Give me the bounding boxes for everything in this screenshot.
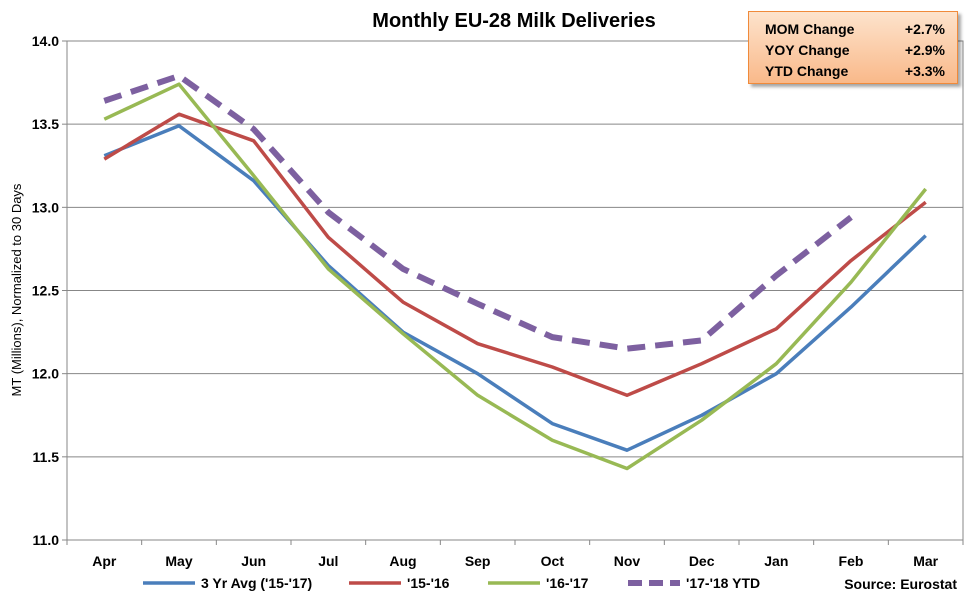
legend-label: 3 Yr Avg ('15-'17) bbox=[201, 575, 312, 591]
y-tick-label: 12.5 bbox=[32, 283, 59, 299]
stat-value: +2.9% bbox=[904, 42, 945, 58]
legend-label: '15-'16 bbox=[407, 575, 450, 591]
source-note: Source: Eurostat bbox=[844, 576, 957, 592]
y-tick-label: 13.5 bbox=[32, 116, 59, 132]
x-tick-label: Mar bbox=[913, 553, 938, 569]
y-tick-label: 14.0 bbox=[32, 33, 59, 49]
chart-title: Monthly EU-28 Milk Deliveries bbox=[372, 10, 655, 32]
stat-row-yoy: YOY Change +2.9% bbox=[765, 40, 945, 61]
series-line bbox=[103, 72, 853, 352]
x-tick-label: Sep bbox=[465, 553, 491, 569]
x-tick-label: May bbox=[165, 553, 192, 569]
y-tick-label: 11.5 bbox=[33, 449, 60, 465]
x-tick-label: Jan bbox=[764, 553, 788, 569]
y-axis-label: MT (Millions), Normalized to 30 Days bbox=[9, 183, 24, 396]
series-line bbox=[103, 124, 927, 452]
series-line bbox=[103, 82, 928, 471]
stat-value: +3.3% bbox=[904, 63, 945, 79]
stat-label: MOM Change bbox=[765, 21, 855, 37]
legend-label: '17-'18 YTD bbox=[686, 575, 760, 591]
x-tick-label: Nov bbox=[614, 553, 641, 569]
x-tick-label: Jun bbox=[241, 553, 266, 569]
x-tick-label: Aug bbox=[389, 553, 416, 569]
stat-row-mom: MOM Change +2.7% bbox=[765, 19, 945, 40]
x-tick-label: Apr bbox=[92, 553, 117, 569]
series-line bbox=[103, 112, 927, 398]
stat-row-ytd: YTD Change +3.3% bbox=[765, 61, 945, 82]
y-tick-label: 11.0 bbox=[33, 532, 60, 548]
stat-label: YTD Change bbox=[765, 63, 849, 79]
stat-label: YOY Change bbox=[765, 42, 850, 58]
y-tick-label: 12.0 bbox=[32, 366, 59, 382]
change-stats-box: MOM Change +2.7% YOY Change +2.9% YTD Ch… bbox=[748, 11, 958, 84]
x-tick-label: Jul bbox=[318, 553, 338, 569]
stat-value: +2.7% bbox=[904, 21, 945, 37]
x-tick-label: Oct bbox=[541, 553, 565, 569]
x-tick-label: Dec bbox=[689, 553, 715, 569]
y-tick-label: 13.0 bbox=[32, 199, 59, 215]
legend-label: '16-'17 bbox=[546, 575, 589, 591]
x-tick-label: Feb bbox=[839, 553, 864, 569]
